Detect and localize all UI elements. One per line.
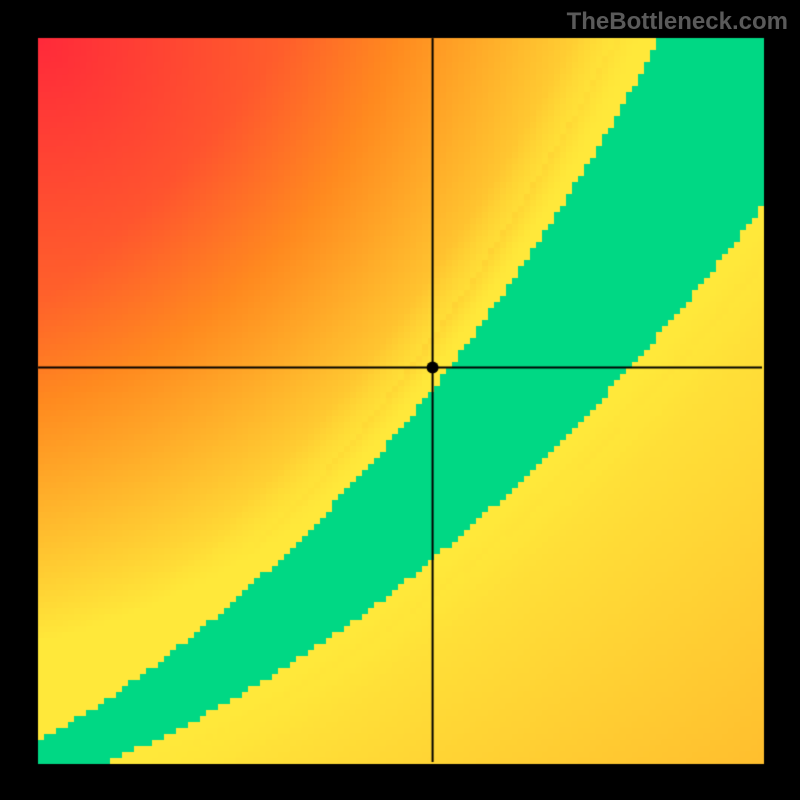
crosshair-overlay xyxy=(0,0,800,800)
chart-container: TheBottleneck.com xyxy=(0,0,800,800)
attribution-text: TheBottleneck.com xyxy=(567,8,788,36)
